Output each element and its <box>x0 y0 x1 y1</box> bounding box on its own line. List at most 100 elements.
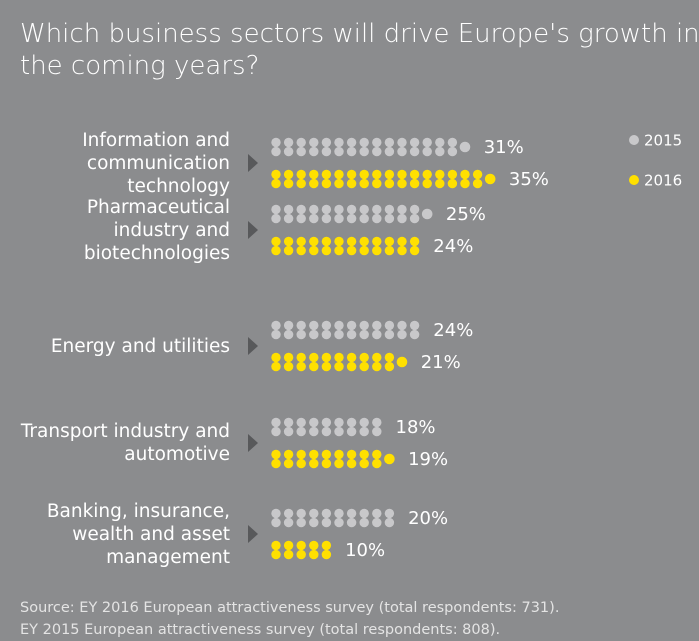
dot <box>321 426 332 437</box>
dot <box>334 178 344 189</box>
dot <box>447 169 458 180</box>
dot <box>283 137 294 148</box>
dot <box>346 137 357 148</box>
source-note: EY 2015 European attractiveness survey (… <box>20 622 501 638</box>
dot <box>372 137 382 148</box>
dot <box>346 352 357 363</box>
dot <box>283 361 294 372</box>
dot <box>397 146 407 157</box>
dot <box>309 540 319 551</box>
dot <box>283 169 294 180</box>
dot <box>309 458 319 469</box>
dot <box>334 236 344 247</box>
category-label: Pharmaceutical industry and biotechnolog… <box>83 196 230 264</box>
dot <box>309 236 319 247</box>
dot <box>321 146 332 157</box>
dot <box>359 417 369 428</box>
dot <box>472 169 483 180</box>
dot <box>397 236 407 247</box>
dot <box>309 517 319 528</box>
dot <box>372 508 382 519</box>
dot <box>283 146 294 157</box>
dot <box>296 213 306 224</box>
dot <box>271 329 281 340</box>
dot <box>283 458 294 469</box>
dot <box>346 213 357 224</box>
dot <box>359 361 369 372</box>
dot-bar <box>271 540 332 560</box>
value-label: 18% <box>396 417 436 438</box>
dot <box>283 508 294 519</box>
category-label: Banking, insurance, wealth and asset man… <box>46 500 230 568</box>
dot <box>396 356 408 368</box>
dot <box>346 236 357 247</box>
dot <box>346 204 357 215</box>
dot <box>346 426 357 437</box>
dot <box>296 352 306 363</box>
dot <box>409 213 420 224</box>
dot <box>359 137 369 148</box>
value-label: 24% <box>433 236 473 257</box>
dot <box>359 204 369 215</box>
value-label: 24% <box>433 320 473 341</box>
dot <box>409 169 420 180</box>
legend-marker <box>629 175 639 185</box>
dot <box>321 417 332 428</box>
dot <box>321 213 332 224</box>
dot <box>359 329 369 340</box>
dot <box>346 361 357 372</box>
dot <box>359 449 369 460</box>
dot <box>271 458 281 469</box>
dot <box>283 426 294 437</box>
dot <box>321 540 332 551</box>
dot <box>346 508 357 519</box>
dot <box>296 417 306 428</box>
dot <box>409 178 420 189</box>
dot <box>397 137 407 148</box>
dot <box>372 178 382 189</box>
dot <box>283 204 294 215</box>
dot <box>359 236 369 247</box>
dot <box>283 540 294 551</box>
dot <box>334 449 344 460</box>
dot <box>346 417 357 428</box>
dot <box>296 549 306 560</box>
dot <box>372 361 382 372</box>
dot <box>409 245 420 256</box>
dot <box>435 169 445 180</box>
dot <box>296 540 306 551</box>
dot <box>359 426 369 437</box>
dot <box>334 329 344 340</box>
dot <box>384 517 395 528</box>
dot <box>321 449 332 460</box>
dot <box>296 178 306 189</box>
dot-bar <box>271 137 471 157</box>
dot <box>309 329 319 340</box>
dot <box>409 204 420 215</box>
dot <box>334 169 344 180</box>
dot <box>372 417 382 428</box>
dot <box>359 517 369 528</box>
dot <box>283 449 294 460</box>
dot <box>346 146 357 157</box>
dot <box>309 320 319 331</box>
dot <box>271 517 281 528</box>
value-label: 31% <box>484 137 524 158</box>
dot <box>309 508 319 519</box>
dot <box>372 426 382 437</box>
dot <box>334 517 344 528</box>
dot <box>359 352 369 363</box>
dot <box>334 245 344 256</box>
category-label: Transport industry and automotive <box>20 421 230 465</box>
dot <box>472 178 483 189</box>
dot <box>384 361 395 372</box>
dot <box>309 245 319 256</box>
dot <box>309 204 319 215</box>
dot <box>271 320 281 331</box>
dot <box>384 329 395 340</box>
dot <box>283 329 294 340</box>
dot <box>359 508 369 519</box>
dot <box>384 204 395 215</box>
dot <box>296 169 306 180</box>
dot <box>346 458 357 469</box>
